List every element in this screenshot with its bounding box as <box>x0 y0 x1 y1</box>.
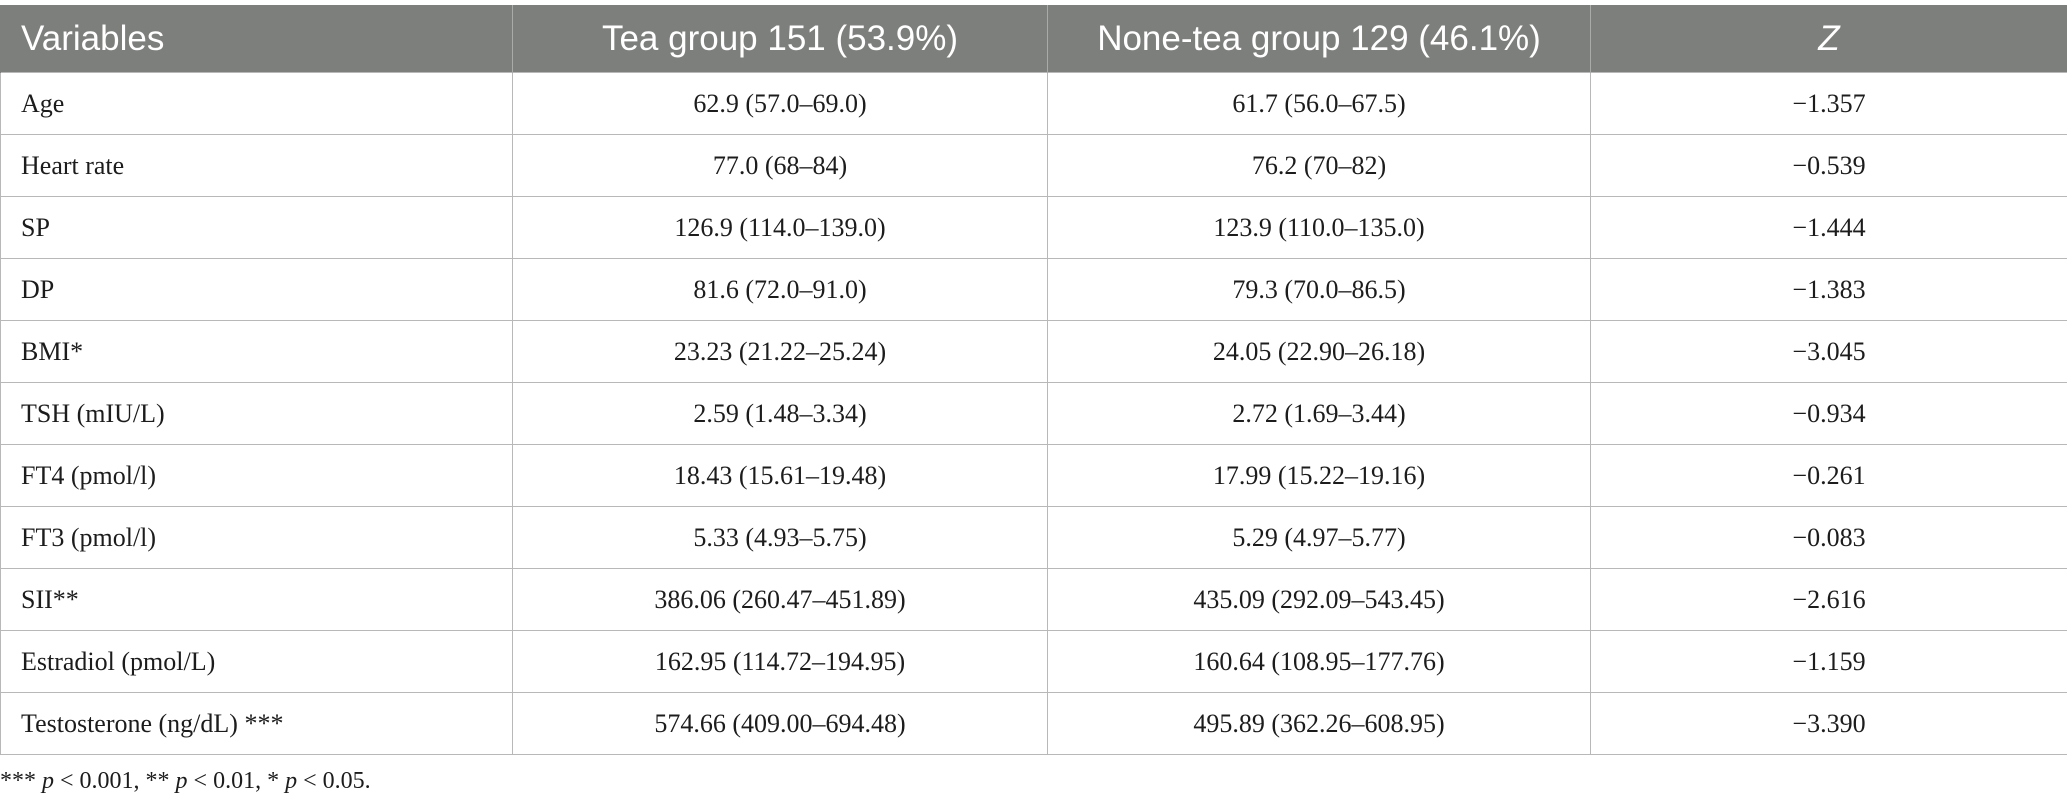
cell-none-tea-group: 5.29 (4.97–5.77) <box>1047 506 1591 569</box>
cell-variable: Estradiol (pmol/L) <box>0 630 513 693</box>
cell-tea-group: 2.59 (1.48–3.34) <box>512 382 1048 445</box>
footnote-p-symbol: p <box>285 768 298 794</box>
data-table-container: Variables Tea group 151 (53.9%) None-tea… <box>0 5 2067 755</box>
header-none-tea-group: None-tea group 129 (46.1%) <box>1047 5 1591 73</box>
cell-tea-group: 18.43 (15.61–19.48) <box>512 444 1048 507</box>
cell-z: −3.390 <box>1590 692 2067 755</box>
table-header: Variables Tea group 151 (53.9%) None-tea… <box>0 5 2067 73</box>
cell-z: −0.539 <box>1590 134 2067 197</box>
table-row: DP 81.6 (72.0–91.0) 79.3 (70.0–86.5) −1.383 <box>0 258 2067 321</box>
cell-tea-group: 126.9 (114.0–139.0) <box>512 196 1048 259</box>
cell-none-tea-group: 495.89 (362.26–608.95) <box>1047 692 1591 755</box>
table-row: Estradiol (pmol/L) 162.95 (114.72–194.95)… <box>0 630 2067 693</box>
table-row: SII** 386.06 (260.47–451.89) 435.09 (292.0… <box>0 568 2067 631</box>
cell-tea-group: 23.23 (21.22–25.24) <box>512 320 1048 383</box>
table-row: Testosterone (ng/dL) *** 574.66 (409.00–6… <box>0 692 2067 755</box>
cell-tea-group: 62.9 (57.0–69.0) <box>512 72 1048 135</box>
cell-z: −0.083 <box>1590 506 2067 569</box>
header-row: Variables Tea group 151 (53.9%) None-tea… <box>0 5 2067 73</box>
cell-none-tea-group: 24.05 (22.90–26.18) <box>1047 320 1591 383</box>
cell-z: −3.045 <box>1590 320 2067 383</box>
cell-tea-group: 162.95 (114.72–194.95) <box>512 630 1048 693</box>
cell-none-tea-group: 2.72 (1.69–3.44) <box>1047 382 1591 445</box>
header-z: Z <box>1590 5 2067 73</box>
cell-z: −2.616 <box>1590 568 2067 631</box>
cell-variable: BMI* <box>0 320 513 383</box>
cell-tea-group: 5.33 (4.93–5.75) <box>512 506 1048 569</box>
cell-z: −0.934 <box>1590 382 2067 445</box>
table-body: Age 62.9 (57.0–69.0) 61.7 (56.0–67.5) −1.35… <box>0 72 2067 755</box>
table-row: Age 62.9 (57.0–69.0) 61.7 (56.0–67.5) −1.35… <box>0 72 2067 135</box>
cell-tea-group: 386.06 (260.47–451.89) <box>512 568 1048 631</box>
cell-z: −0.261 <box>1590 444 2067 507</box>
cell-variable: DP <box>0 258 513 321</box>
cell-none-tea-group: 435.09 (292.09–543.45) <box>1047 568 1591 631</box>
cell-z: −1.357 <box>1590 72 2067 135</box>
cell-none-tea-group: 61.7 (56.0–67.5) <box>1047 72 1591 135</box>
cell-variable: Age <box>0 72 513 135</box>
cell-variable: SII** <box>0 568 513 631</box>
footnote-text: < 0.05. <box>297 768 371 794</box>
cell-none-tea-group: 17.99 (15.22–19.16) <box>1047 444 1591 507</box>
table-row: Heart rate 77.0 (68–84) 76.2 (70–82) −0.539 <box>0 134 2067 197</box>
cell-z: −1.444 <box>1590 196 2067 259</box>
cell-none-tea-group: 123.9 (110.0–135.0) <box>1047 196 1591 259</box>
table-row: FT3 (pmol/l) 5.33 (4.93–5.75) 5.29 (4.97–5… <box>0 506 2067 569</box>
cell-variable: TSH (mIU/L) <box>0 382 513 445</box>
cell-tea-group: 81.6 (72.0–91.0) <box>512 258 1048 321</box>
data-table: Variables Tea group 151 (53.9%) None-tea… <box>0 5 2067 755</box>
header-variables: Variables <box>0 5 513 73</box>
cell-none-tea-group: 76.2 (70–82) <box>1047 134 1591 197</box>
cell-z: −1.383 <box>1590 258 2067 321</box>
table-row: SP 126.9 (114.0–139.0) 123.9 (110.0–135.0)… <box>0 196 2067 259</box>
cell-variable: FT4 (pmol/l) <box>0 444 513 507</box>
cell-none-tea-group: 160.64 (108.95–177.76) <box>1047 630 1591 693</box>
cell-none-tea-group: 79.3 (70.0–86.5) <box>1047 258 1591 321</box>
cell-tea-group: 574.66 (409.00–694.48) <box>512 692 1048 755</box>
table-row: BMI* 23.23 (21.22–25.24) 24.05 (22.90–26.1… <box>0 320 2067 383</box>
table-row: FT4 (pmol/l) 18.43 (15.61–19.48) 17.99 (15… <box>0 444 2067 507</box>
footnote-p-symbol: p <box>42 768 54 794</box>
cell-z: −1.159 <box>1590 630 2067 693</box>
footnote-text: *** <box>0 768 42 794</box>
cell-variable: FT3 (pmol/l) <box>0 506 513 569</box>
table-footnote: *** p < 0.001, ** p < 0.01, * p < 0.05. <box>0 768 371 795</box>
footnote-p-symbol: p <box>175 768 188 794</box>
table-row: TSH (mIU/L) 2.59 (1.48–3.34) 2.72 (1.69–3.… <box>0 382 2067 445</box>
cell-variable: Heart rate <box>0 134 513 197</box>
footnote-text: < 0.001, ** <box>54 768 176 794</box>
cell-tea-group: 77.0 (68–84) <box>512 134 1048 197</box>
cell-variable: SP <box>0 196 513 259</box>
header-tea-group: Tea group 151 (53.9%) <box>512 5 1048 73</box>
footnote-text: < 0.01, * <box>187 768 286 794</box>
cell-variable: Testosterone (ng/dL) *** <box>0 692 513 755</box>
